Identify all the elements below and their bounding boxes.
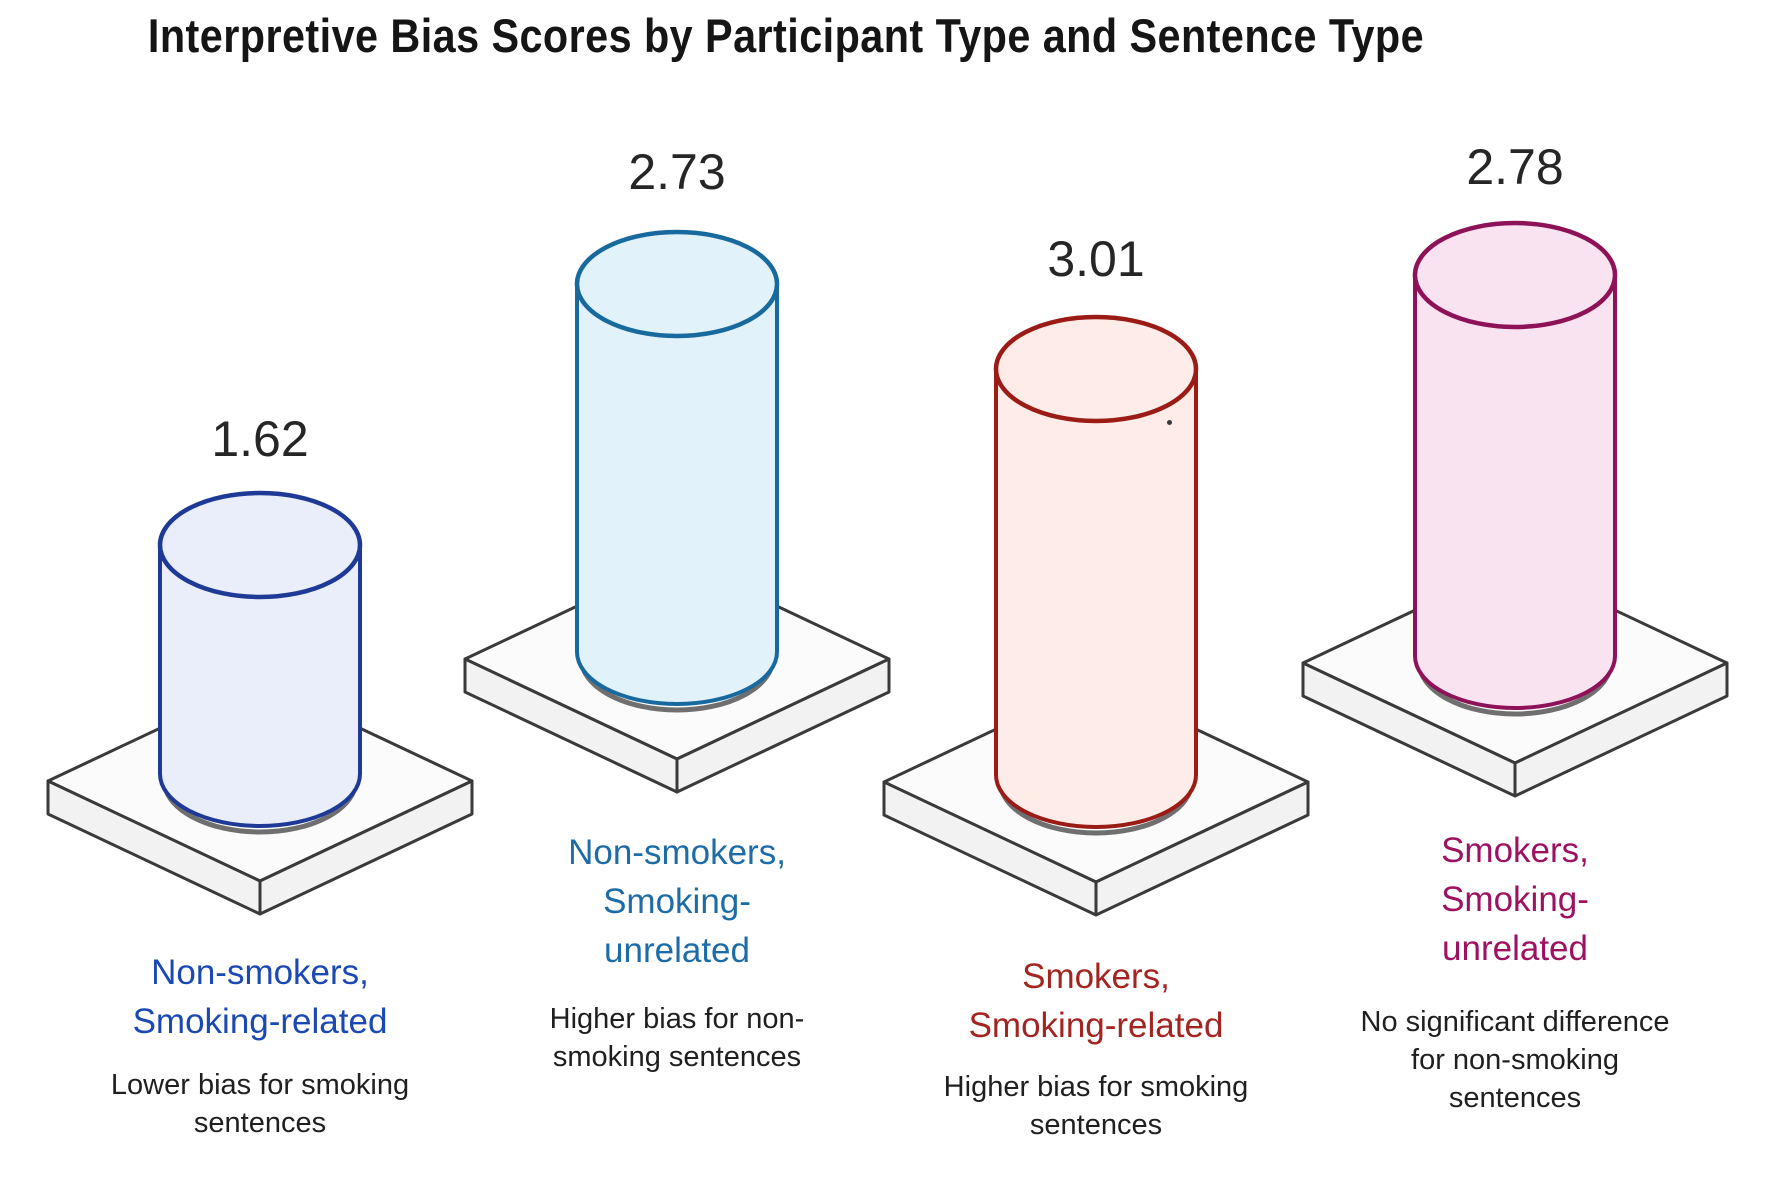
bar-heading-line: Smoking-related bbox=[132, 1002, 388, 1041]
bar-heading-4: Smokers, Smoking-unrelated bbox=[1441, 826, 1589, 973]
bar-caption-line: sentences bbox=[1029, 1109, 1163, 1141]
value-label-3: 3.01 bbox=[1047, 231, 1145, 287]
bar-heading-line: unrelated bbox=[604, 931, 750, 970]
bar-cylinder-3 bbox=[993, 314, 1199, 836]
bar-heading-line: Smoking- bbox=[603, 882, 751, 921]
value-label-1: 1.62 bbox=[211, 411, 309, 467]
speck-artifact bbox=[1167, 420, 1172, 425]
bar-heading-line: Smokers, bbox=[1022, 957, 1170, 996]
bar-heading-1: Non-smokers, Smoking-related bbox=[133, 948, 388, 1046]
bar-cylinder-4 bbox=[1412, 220, 1618, 717]
bar-heading-line: Smoking- bbox=[1441, 880, 1589, 919]
bar-heading-line: Non-smokers, bbox=[568, 833, 786, 872]
bar-heading-line: Non-smokers, bbox=[151, 953, 369, 992]
bar-heading-line: Smokers, bbox=[1441, 831, 1589, 870]
bar-heading-2: Non-smokers, Smoking-unrelated bbox=[568, 828, 786, 975]
bar-cylinder-2 bbox=[574, 229, 780, 713]
bar-caption-4: No significant difference for non-smoking… bbox=[1361, 1003, 1670, 1117]
bar-caption-1: Lower bias for smoking sentences bbox=[111, 1066, 409, 1142]
bar-heading-3: Smokers, Smoking-related bbox=[969, 952, 1224, 1050]
value-label-4: 2.78 bbox=[1466, 139, 1564, 195]
value-label-2: 2.73 bbox=[628, 144, 726, 200]
bar-caption-line: Higher bias for non- bbox=[549, 1003, 805, 1035]
bar-caption-line: No significant difference bbox=[1360, 1006, 1670, 1038]
bar-caption-3: Higher bias for smoking sentences bbox=[944, 1068, 1249, 1144]
bar-caption-line: sentences bbox=[1448, 1082, 1582, 1114]
bar-caption-line: Higher bias for smoking bbox=[943, 1071, 1249, 1103]
bar-heading-line: unrelated bbox=[1442, 929, 1588, 968]
bar-caption-2: Higher bias for non-smoking sentences bbox=[550, 1000, 805, 1076]
chart-title: Interpretive Bias Scores by Participant … bbox=[147, 9, 1425, 62]
bar-caption-line: smoking sentences bbox=[552, 1041, 802, 1073]
bar-caption-line: Lower bias for smoking bbox=[110, 1069, 410, 1101]
bar-heading-line: Smoking-related bbox=[968, 1006, 1224, 1045]
bar-caption-line: sentences bbox=[193, 1107, 327, 1139]
bar-caption-line: for non-smoking bbox=[1411, 1044, 1619, 1076]
bar-cylinder-1 bbox=[157, 490, 363, 835]
